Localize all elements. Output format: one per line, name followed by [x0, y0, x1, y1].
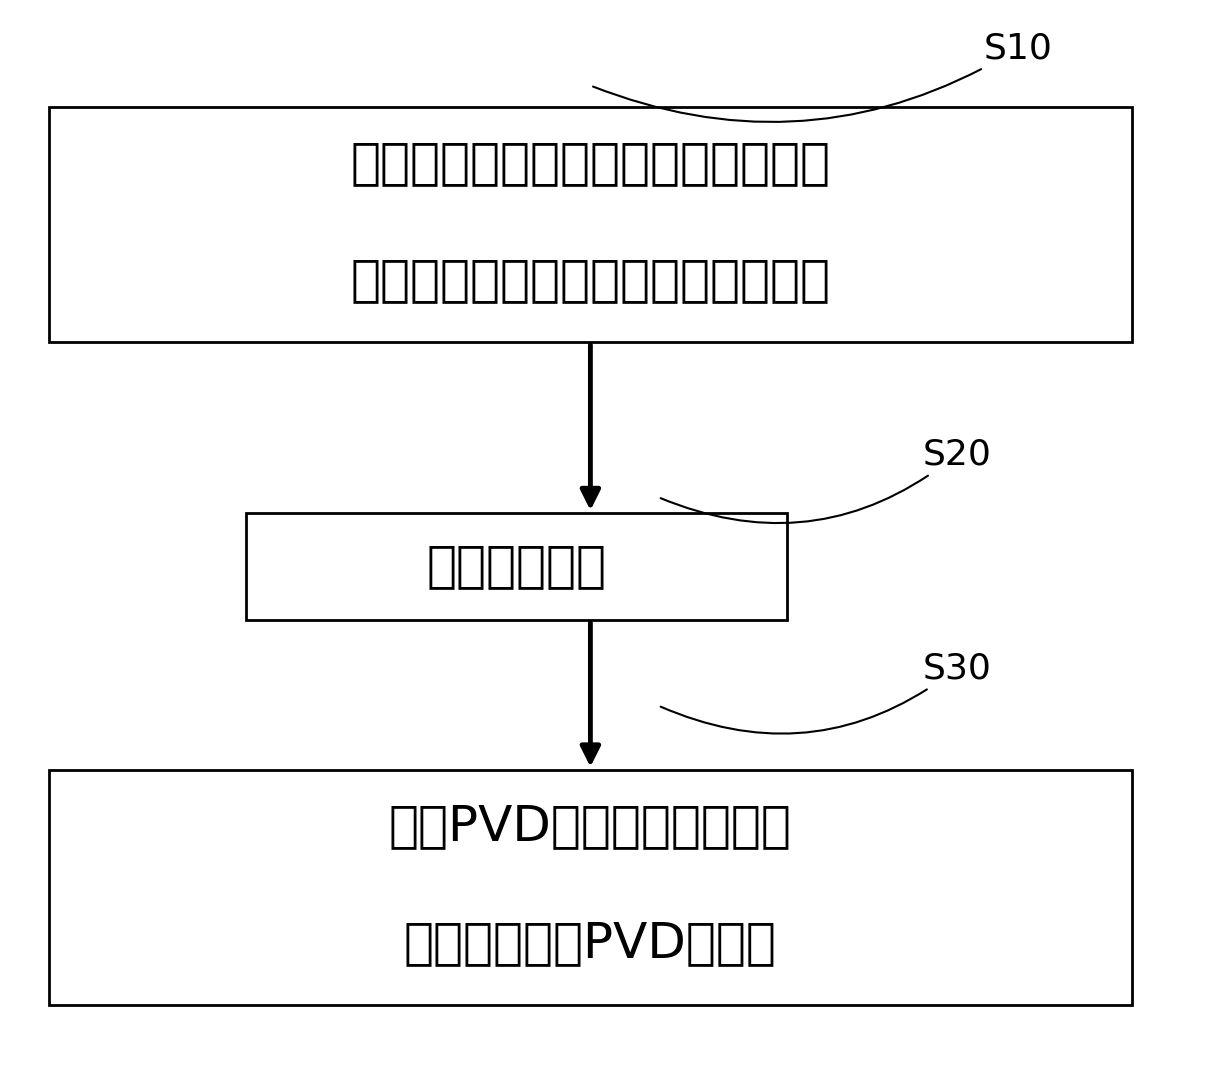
Text: S30: S30	[661, 651, 991, 733]
FancyBboxPatch shape	[49, 107, 1132, 342]
Text: S10: S10	[593, 31, 1053, 122]
Text: 清洗金属本体: 清洗金属本体	[427, 543, 606, 590]
FancyBboxPatch shape	[246, 513, 787, 620]
Text: 对金属坯件的外表面进行镜面抛光处: 对金属坯件的外表面进行镜面抛光处	[351, 140, 830, 187]
Text: 理以获得具有镜面抛光面的金属本体: 理以获得具有镜面抛光面的金属本体	[351, 257, 830, 304]
Text: 光面上加工出PVD镀膜层: 光面上加工出PVD镀膜层	[403, 919, 777, 966]
Text: S20: S20	[661, 437, 991, 523]
Text: 通过PVD加工工艺在镜面抛: 通过PVD加工工艺在镜面抛	[389, 803, 792, 850]
FancyBboxPatch shape	[49, 770, 1132, 1005]
